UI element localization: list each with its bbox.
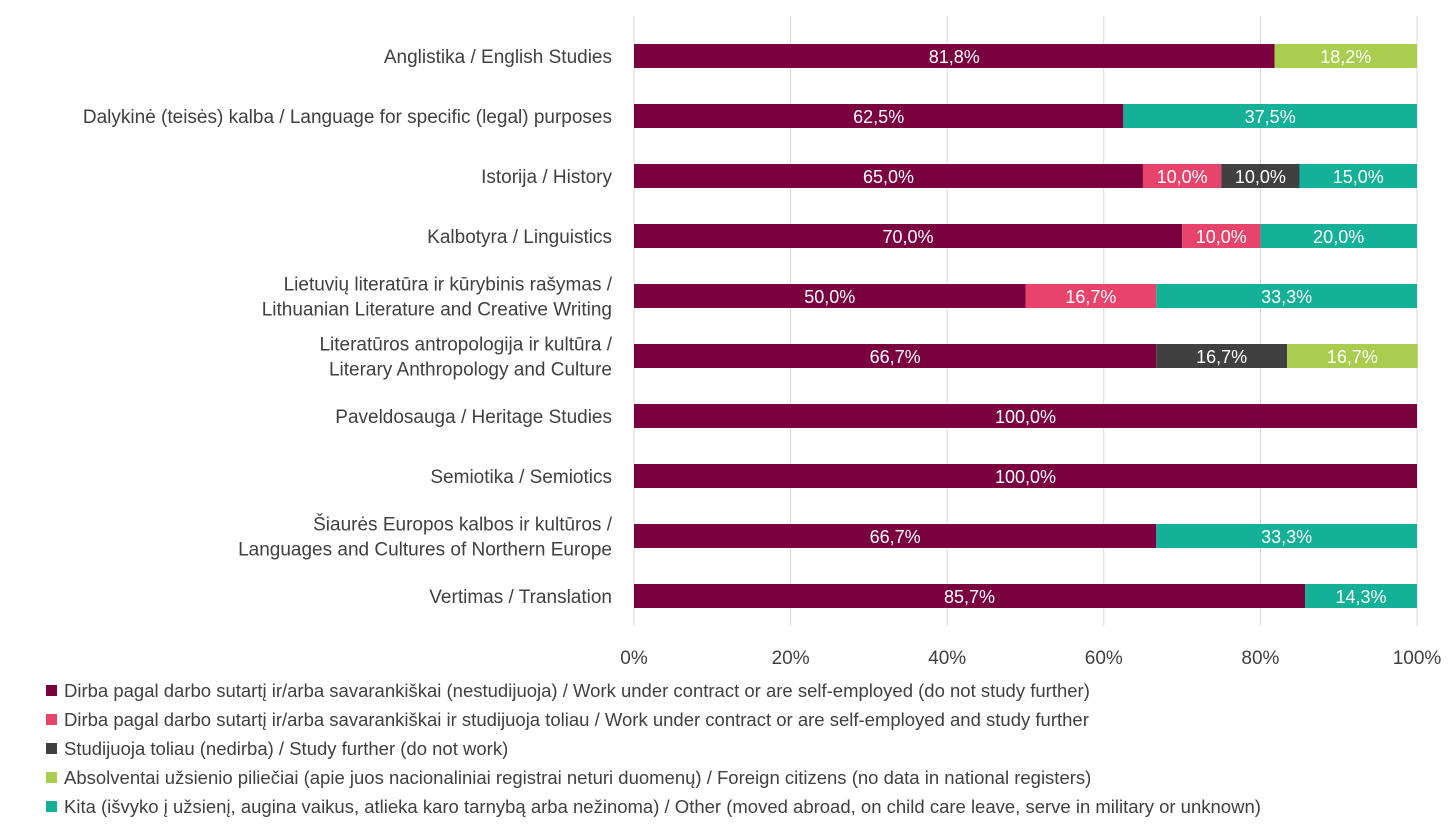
category-labels: Anglistika / English Studies Dalykinė (te… bbox=[83, 47, 613, 608]
bar-segment bbox=[634, 524, 1157, 548]
bar-segment bbox=[1182, 224, 1261, 248]
data-label: 16,7% bbox=[1065, 287, 1116, 307]
bar-segment bbox=[1156, 344, 1288, 368]
legend-label: Dirba pagal darbo sutartį ir/arba savara… bbox=[64, 708, 1089, 730]
bar-segment bbox=[1299, 164, 1417, 188]
category-label: Istorija / History bbox=[481, 167, 612, 188]
legend-item: Studijuoja toliau (nedirba) / Study furt… bbox=[46, 734, 1261, 763]
x-tick-label: 0% bbox=[620, 648, 648, 669]
category-label: Anglistika / English Studies bbox=[384, 47, 612, 68]
data-label: 16,7% bbox=[1196, 347, 1247, 367]
category-label: Paveldosauga / Heritage Studies bbox=[335, 407, 612, 428]
legend-item: Kita (išvyko į užsienį, augina vaikus, a… bbox=[46, 792, 1261, 821]
bar-segment bbox=[1156, 284, 1417, 308]
data-label: 10,0% bbox=[1235, 167, 1286, 187]
stacked-bar-chart: 81,8% 18,2% 62,5% 37,5% 65,0% 10,0% 10,0% 15,0%… bbox=[83, 16, 1441, 669]
data-label: 62,5% bbox=[853, 107, 904, 127]
x-tick-label: 40% bbox=[928, 648, 966, 669]
data-label: 33,3% bbox=[1261, 527, 1312, 547]
legend-swatch bbox=[46, 772, 57, 783]
x-tick-label: 80% bbox=[1241, 648, 1279, 669]
data-label: 50,0% bbox=[804, 287, 855, 307]
x-tick-label: 100% bbox=[1393, 648, 1442, 669]
bar-segment bbox=[634, 344, 1157, 368]
bar-segment bbox=[1123, 104, 1417, 128]
x-axis-tick-labels: 0% 20% 40% 60% 80% 100% bbox=[620, 648, 1441, 669]
data-label: 37,5% bbox=[1245, 107, 1296, 127]
data-label: 14,3% bbox=[1335, 587, 1386, 607]
data-label: 100,0% bbox=[995, 407, 1056, 427]
bar-segment bbox=[634, 104, 1124, 128]
category-label: Literatūros antropologija ir kultūra / bbox=[319, 335, 612, 356]
legend-swatch bbox=[46, 714, 57, 725]
bar-segment bbox=[1156, 524, 1417, 548]
bars: 81,8% 18,2% 62,5% 37,5% 65,0% 10,0% 10,0% 15,0%… bbox=[634, 44, 1418, 608]
bar-segment bbox=[634, 164, 1143, 188]
bar-segment bbox=[634, 224, 1183, 248]
bar-segment bbox=[1287, 344, 1418, 368]
category-label: Lithuanian Literature and Creative Writi… bbox=[262, 300, 612, 321]
data-label: 33,3% bbox=[1261, 287, 1312, 307]
bar-segment bbox=[1142, 164, 1222, 188]
bar-segment bbox=[1274, 44, 1417, 68]
bar-segment bbox=[1025, 284, 1157, 308]
data-label: 10,0% bbox=[1196, 227, 1247, 247]
data-label: 100,0% bbox=[995, 467, 1056, 487]
legend-item: Absolventai užsienio piliečiai (apie juo… bbox=[46, 763, 1261, 792]
bar-segment bbox=[634, 404, 1417, 428]
x-tick-label: 20% bbox=[772, 648, 810, 669]
bar-segment bbox=[1221, 164, 1300, 188]
bar-segment bbox=[634, 464, 1417, 488]
legend: Dirba pagal darbo sutartį ir/arba savara… bbox=[46, 676, 1261, 821]
data-label: 66,7% bbox=[870, 347, 921, 367]
bar-segment bbox=[634, 284, 1026, 308]
bar-segment bbox=[634, 584, 1306, 608]
data-label: 65,0% bbox=[863, 167, 914, 187]
category-label: Šiaurės Europos kalbos ir kultūros / bbox=[313, 514, 613, 536]
legend-label: Kita (išvyko į užsienį, augina vaikus, a… bbox=[64, 795, 1261, 817]
data-label: 15,0% bbox=[1333, 167, 1384, 187]
category-label: Languages and Cultures of Northern Europ… bbox=[238, 540, 612, 561]
category-label: Semiotika / Semiotics bbox=[430, 467, 612, 488]
category-label: Vertimas / Translation bbox=[429, 587, 612, 608]
data-label: 10,0% bbox=[1157, 167, 1208, 187]
legend-item: Dirba pagal darbo sutartį ir/arba savara… bbox=[46, 705, 1261, 734]
bar-segment bbox=[1305, 584, 1417, 608]
data-label: 16,7% bbox=[1327, 347, 1378, 367]
x-tick-label: 60% bbox=[1085, 648, 1123, 669]
data-label: 70,0% bbox=[883, 227, 934, 247]
data-label: 20,0% bbox=[1313, 227, 1364, 247]
legend-swatch bbox=[46, 685, 57, 696]
data-label: 85,7% bbox=[944, 587, 995, 607]
data-label: 81,8% bbox=[929, 47, 980, 67]
data-label: 66,7% bbox=[870, 527, 921, 547]
legend-swatch bbox=[46, 743, 57, 754]
legend-label: Dirba pagal darbo sutartį ir/arba savara… bbox=[64, 679, 1090, 701]
category-label: Kalbotyra / Linguistics bbox=[427, 227, 612, 248]
legend-label: Studijuoja toliau (nedirba) / Study furt… bbox=[64, 737, 509, 759]
bar-segment bbox=[1260, 224, 1417, 248]
legend-label: Absolventai užsienio piliečiai (apie juo… bbox=[64, 766, 1092, 788]
legend-item: Dirba pagal darbo sutartį ir/arba savara… bbox=[46, 676, 1261, 705]
category-label: Literary Anthropology and Culture bbox=[329, 360, 612, 381]
category-label: Lietuvių literatūra ir kūrybinis rašymas… bbox=[284, 275, 613, 296]
bar-segment bbox=[634, 44, 1275, 68]
data-label: 18,2% bbox=[1320, 47, 1371, 67]
category-label: Dalykinė (teisės) kalba / Language for s… bbox=[83, 107, 612, 128]
legend-swatch bbox=[46, 801, 57, 812]
